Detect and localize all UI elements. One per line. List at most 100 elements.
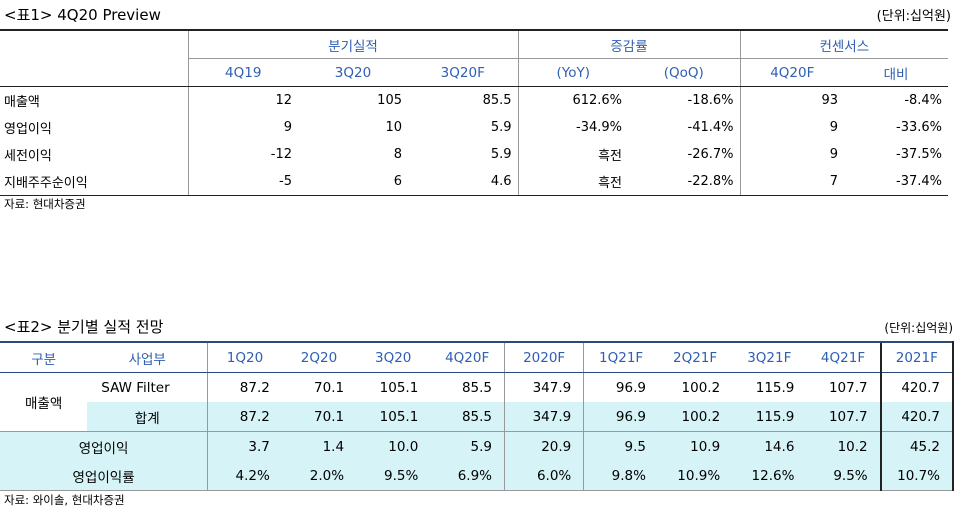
header-3q20: 3Q20: [356, 341, 431, 373]
cell: 9.5%: [356, 461, 431, 491]
cell: -22.8%: [628, 168, 741, 196]
col-yoy: (YoY): [517, 58, 629, 87]
table2-source: 자료: 와이솔, 현대차증권: [4, 493, 125, 507]
cell: 9: [739, 141, 845, 168]
group-consensus: 컨센서스: [739, 29, 949, 59]
table1: 분기실적 증감률 컨센서스 4Q19 3Q20 3Q20F (YoY) (QoQ…: [0, 29, 949, 196]
cell: 1.4: [281, 431, 357, 461]
cell: 6.9%: [430, 461, 505, 491]
cell: -33.6%: [896, 120, 943, 135]
cell: 107.7: [828, 379, 868, 396]
cell: 85.5: [430, 402, 505, 432]
header-division: 사업부: [87, 341, 208, 373]
cell: -8.4%: [904, 93, 943, 108]
division-saw-filter: SAW Filter: [101, 379, 170, 396]
row-label: 매출액: [4, 95, 40, 110]
cell: -26.7%: [687, 147, 734, 162]
header-2q20: 2Q20: [281, 341, 357, 373]
cell: -5: [187, 168, 298, 196]
col-3q20f: 3Q20F: [408, 58, 519, 87]
col-3q20: 3Q20: [298, 58, 408, 87]
cell: 5.9: [490, 120, 512, 135]
table-row: 영업이익률 4.2% 2.0% 9.5% 6.9% 6.0% 9.8% 10.9…: [0, 461, 955, 491]
col-vs: 대비: [844, 58, 949, 87]
cell: 6: [298, 168, 408, 196]
table2-title: <표2> 분기별 실적 전망: [4, 318, 164, 336]
cell: -37.4%: [844, 168, 949, 196]
cell: 10.0: [356, 431, 431, 461]
sales-label: 매출액: [25, 396, 63, 412]
table-row: 매출액 12 105 85.5 612.6% -18.6% 93 -8.4%: [0, 86, 948, 114]
cell: -12: [187, 141, 298, 168]
cell: 85.5: [482, 93, 512, 108]
cell: 105.1: [356, 402, 431, 432]
cell: 45.2: [879, 431, 955, 461]
cell: 9.5%: [806, 461, 881, 491]
cell: 흑전: [517, 141, 629, 168]
cell: 5.9: [430, 431, 505, 461]
cell: 20.9: [504, 431, 584, 461]
cell: 10.9: [657, 431, 733, 461]
table1-source: 자료: 현대차증권: [4, 197, 86, 211]
cell: 12: [187, 86, 298, 114]
cell: 70.1: [314, 379, 345, 396]
cell: 420.7: [879, 372, 955, 402]
table-row: 합계 87.2 70.1 105.1 85.5 347.9 96.9 100.2…: [0, 402, 955, 432]
cell: 2.0%: [281, 461, 357, 491]
col-4q19: 4Q19: [187, 58, 298, 87]
group-change: 증감률: [517, 29, 741, 59]
group-quarterly: 분기실적: [187, 29, 519, 59]
header-2021f: 2021F: [879, 341, 955, 373]
col-qoq: (QoQ): [628, 58, 741, 87]
cell: 347.9: [504, 402, 584, 432]
header-category: 구분: [0, 341, 88, 373]
header-blank: [0, 29, 188, 59]
cell: 115.9: [732, 402, 807, 432]
header-4q21f: 4Q21F: [806, 341, 881, 373]
cell: -18.6%: [687, 93, 734, 108]
cell: 9.5: [583, 431, 658, 461]
header-1q21f: 1Q21F: [583, 341, 658, 373]
cell: 105.1: [379, 379, 419, 396]
cell: 4.6: [408, 168, 519, 196]
cell: 12.6%: [732, 461, 807, 491]
header-2020f: 2020F: [504, 341, 584, 373]
cell: 612.6%: [517, 86, 629, 114]
row-label: 지배주주순이익: [0, 168, 188, 196]
cell: 85.5: [461, 379, 493, 396]
cell: 9: [187, 114, 298, 141]
cell: 10.2: [806, 431, 881, 461]
division-total: 합계: [87, 402, 208, 432]
cell: 10: [385, 120, 402, 135]
cell: -37.5%: [896, 147, 943, 162]
cell: 9: [739, 114, 845, 141]
cell: 115.9: [755, 379, 795, 396]
row-label: 세전이익: [4, 149, 52, 164]
cell: 100.2: [681, 379, 721, 396]
header-1q20: 1Q20: [207, 341, 282, 373]
table-row: 영업이익 3.7 1.4 10.0 5.9 20.9 9.5 10.9 14.6…: [0, 431, 955, 461]
header-4q20f: 4Q20F: [430, 341, 505, 373]
cell: 10.9%: [657, 461, 733, 491]
header-2q21f: 2Q21F: [657, 341, 733, 373]
cell: 9.8%: [583, 461, 658, 491]
header-blank: [0, 58, 188, 87]
cell: 347.9: [504, 372, 584, 402]
col-4q20f: 4Q20F: [739, 58, 845, 87]
cell: 70.1: [281, 402, 357, 432]
cell: 5.9: [490, 147, 512, 162]
cell: 420.7: [879, 402, 955, 432]
table-row: 지배주주순이익 -5 6 4.6 흑전 -22.8% 7 -37.4%: [0, 168, 949, 196]
cell: 3.7: [207, 431, 282, 461]
row-label: 영업이익: [0, 431, 208, 461]
cell: 14.6: [732, 431, 807, 461]
cell: 4.2%: [207, 461, 282, 491]
cell: 93: [739, 86, 845, 114]
table-row: 영업이익 9 10 5.9 -34.9% -41.4% 9 -33.6%: [0, 114, 948, 141]
table-row: 세전이익 -12 8 5.9 흑전 -26.7% 9 -37.5%: [0, 141, 948, 168]
table2-unit: (단위:십억원): [884, 321, 953, 335]
cell: 100.2: [657, 402, 733, 432]
cell: -41.4%: [687, 120, 734, 135]
row-label: 영업이익: [4, 122, 52, 137]
cell: 6.0%: [504, 461, 584, 491]
